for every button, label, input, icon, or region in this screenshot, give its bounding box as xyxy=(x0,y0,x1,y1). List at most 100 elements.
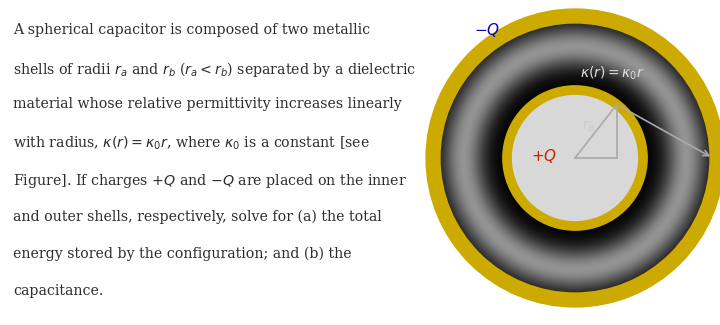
Circle shape xyxy=(446,30,703,286)
Circle shape xyxy=(470,53,680,263)
Circle shape xyxy=(449,32,701,284)
Circle shape xyxy=(441,24,708,292)
Circle shape xyxy=(449,32,701,284)
Circle shape xyxy=(460,43,690,273)
Circle shape xyxy=(456,39,694,278)
Circle shape xyxy=(448,31,702,285)
Circle shape xyxy=(500,83,649,233)
Circle shape xyxy=(438,21,712,295)
Circle shape xyxy=(466,49,684,267)
Circle shape xyxy=(507,90,643,226)
Circle shape xyxy=(494,77,656,239)
Circle shape xyxy=(445,28,705,288)
Text: Figure]. If charges $+Q$ and $-Q$ are placed on the inner: Figure]. If charges $+Q$ and $-Q$ are pl… xyxy=(13,172,407,190)
Circle shape xyxy=(485,69,665,247)
Text: with radius, $\kappa(r) = \kappa_0 r$, where $\kappa_0$ is a constant [see: with radius, $\kappa(r) = \kappa_0 r$, w… xyxy=(13,135,370,152)
Circle shape xyxy=(441,24,709,292)
Circle shape xyxy=(500,83,650,233)
Circle shape xyxy=(468,51,682,265)
Circle shape xyxy=(439,22,711,294)
Circle shape xyxy=(444,27,706,289)
Circle shape xyxy=(493,76,657,240)
Circle shape xyxy=(487,70,663,246)
Text: A spherical capacitor is composed of two metallic: A spherical capacitor is composed of two… xyxy=(13,23,370,37)
Circle shape xyxy=(463,46,687,270)
Circle shape xyxy=(495,77,656,239)
Circle shape xyxy=(451,34,698,281)
Circle shape xyxy=(495,78,655,238)
Circle shape xyxy=(440,23,711,293)
Circle shape xyxy=(440,23,710,293)
Circle shape xyxy=(492,75,658,241)
Circle shape xyxy=(498,82,652,235)
Circle shape xyxy=(472,55,678,262)
Circle shape xyxy=(477,60,673,256)
Circle shape xyxy=(478,61,672,255)
Circle shape xyxy=(456,39,693,277)
Circle shape xyxy=(438,21,712,295)
Circle shape xyxy=(500,83,650,233)
Circle shape xyxy=(436,19,714,297)
Circle shape xyxy=(486,69,664,247)
Circle shape xyxy=(460,43,690,273)
Circle shape xyxy=(434,17,716,299)
Circle shape xyxy=(498,80,652,236)
Circle shape xyxy=(480,63,670,253)
Circle shape xyxy=(480,63,670,253)
Circle shape xyxy=(446,29,704,287)
Circle shape xyxy=(459,43,690,273)
Circle shape xyxy=(497,80,653,236)
Circle shape xyxy=(484,67,666,249)
Circle shape xyxy=(492,76,657,240)
Circle shape xyxy=(438,21,711,294)
Circle shape xyxy=(477,59,674,257)
Circle shape xyxy=(495,79,654,238)
Circle shape xyxy=(493,76,657,240)
Circle shape xyxy=(504,87,646,229)
Circle shape xyxy=(474,58,675,259)
Text: shells of radii $r_a$ and $r_b$ ($r_a < r_b$) separated by a dielectric: shells of radii $r_a$ and $r_b$ ($r_a < … xyxy=(13,60,416,79)
Circle shape xyxy=(448,31,702,285)
Circle shape xyxy=(456,39,694,277)
Circle shape xyxy=(446,29,704,287)
Circle shape xyxy=(434,18,716,299)
Circle shape xyxy=(433,17,716,299)
Circle shape xyxy=(441,24,709,292)
Circle shape xyxy=(441,23,710,292)
Circle shape xyxy=(464,47,685,268)
Circle shape xyxy=(485,67,665,249)
Circle shape xyxy=(464,47,686,269)
Circle shape xyxy=(483,66,667,250)
Circle shape xyxy=(436,19,714,297)
Circle shape xyxy=(453,36,697,280)
Circle shape xyxy=(487,70,663,246)
Circle shape xyxy=(469,52,681,264)
Circle shape xyxy=(482,65,668,251)
Circle shape xyxy=(494,77,657,239)
Circle shape xyxy=(458,41,692,275)
Circle shape xyxy=(479,61,672,254)
Circle shape xyxy=(456,40,693,276)
Circle shape xyxy=(499,82,651,234)
Circle shape xyxy=(498,81,652,235)
Circle shape xyxy=(450,33,700,283)
Circle shape xyxy=(473,56,677,260)
Circle shape xyxy=(488,71,662,245)
Circle shape xyxy=(475,58,675,258)
Circle shape xyxy=(472,55,678,261)
Circle shape xyxy=(505,88,645,228)
Circle shape xyxy=(483,66,667,250)
Circle shape xyxy=(505,88,645,228)
Circle shape xyxy=(489,72,661,244)
Circle shape xyxy=(487,71,662,245)
Circle shape xyxy=(478,61,672,255)
Circle shape xyxy=(490,72,660,243)
Circle shape xyxy=(506,89,644,227)
Circle shape xyxy=(471,54,679,262)
Circle shape xyxy=(470,53,680,263)
Circle shape xyxy=(492,75,658,241)
Circle shape xyxy=(491,74,659,242)
Circle shape xyxy=(506,89,644,227)
Circle shape xyxy=(455,38,696,278)
Circle shape xyxy=(461,44,689,272)
